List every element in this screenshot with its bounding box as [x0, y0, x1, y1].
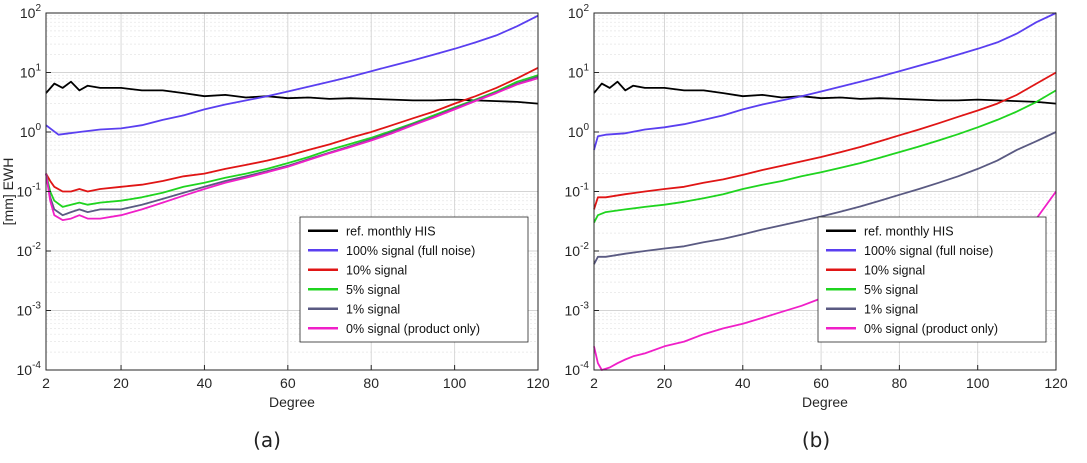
panel-b: 2 20 40 60 80 100 120 10-4 10-3 10-2 10-1 100 101 102…	[565, 3, 1068, 452]
panel-a-legend: ref. monthly HIS 100% signal (full noise)…	[299, 216, 529, 343]
panel-b-legend-entry: 10% signal	[864, 263, 925, 277]
panel-a-y-tick-label: 100	[20, 122, 42, 140]
panel-a-x-tick-label: 2	[42, 375, 50, 391]
panel-a-x-tick-label: 80	[363, 375, 379, 391]
panel-b-x-tick-label: 20	[657, 375, 673, 391]
panel-a-y-tick-label: 10-3	[17, 301, 42, 319]
panel-a-x-axis-label: Degree	[269, 394, 315, 410]
panel-b-x-tick-label: 40	[735, 375, 751, 391]
panel-a-x-tick-label: 40	[197, 375, 213, 391]
panel-a-y-tick-label: 10-4	[17, 360, 42, 378]
panel-b-x-tick-label: 80	[892, 375, 908, 391]
panel-b-y-tick-label: 102	[568, 3, 590, 21]
panel-a-y-tick-label: 10-2	[17, 241, 42, 259]
panel-a-x-tick-label: 120	[526, 375, 550, 391]
panel-b-legend-entry: 1% signal	[864, 302, 918, 316]
panel-b-x-tick-label: 100	[966, 375, 990, 391]
panel-b-y-tick-label: 10-3	[565, 301, 590, 319]
panel-b-series-line-3	[593, 89, 1057, 224]
panel-a-series-line-2	[45, 66, 539, 193]
panel-b-legend-entry: 0% signal (product only)	[864, 322, 998, 336]
panel-a-x-tick-label: 100	[443, 375, 467, 391]
panel-b-legend: ref. monthly HIS 100% signal (full noise)…	[817, 216, 1047, 343]
panel-a-legend-entry: 1% signal	[346, 302, 400, 316]
panel-b-y-tick-label: 10-4	[565, 360, 590, 378]
panel-b-x-tick-label: 2	[590, 375, 598, 391]
panel-a-y-tick-label: 101	[20, 63, 42, 81]
panel-a-grid	[45, 12, 539, 371]
panel-a-series-line-3	[45, 74, 539, 208]
panel-b-x-tick-label: 120	[1044, 375, 1068, 391]
panel-a-x-tick-label: 60	[280, 375, 296, 391]
panel-a-legend-entry: 0% signal (product only)	[346, 322, 480, 336]
panel-b-series-line-1	[593, 12, 1057, 151]
panel-a-legend-entry: 10% signal	[346, 263, 407, 277]
panel-b-series-line-2	[593, 71, 1057, 210]
panel-b-legend-entry: 5% signal	[864, 283, 918, 297]
panel-a-label: (a)	[253, 428, 281, 452]
panel-a-y-tick-label: 10-1	[17, 182, 42, 200]
panel-a-x-tick-label: 20	[113, 375, 129, 391]
panel-a: 2 20 40 60 80 100 120 10-4 10-3 10-2 10-1 100 101 102…	[0, 3, 550, 452]
panel-b-legend-entry: 100% signal (full noise)	[864, 244, 993, 258]
panel-b-series-line-4	[593, 131, 1057, 265]
panel-b-y-tick-label: 10-1	[565, 182, 590, 200]
panel-b-x-tick-label: 60	[813, 375, 829, 391]
panel-a-y-tick-label: 102	[20, 3, 42, 21]
panel-b-x-axis-label: Degree	[802, 394, 848, 410]
panel-b-label: (b)	[802, 428, 830, 452]
panel-a-y-axis-label: [mm] EWH	[0, 158, 16, 226]
panel-a-series-line-5	[45, 77, 539, 222]
panel-b-series-line-0	[593, 80, 1057, 105]
panel-b-y-tick-label: 10-2	[565, 241, 590, 259]
panel-b-legend-box	[817, 216, 1047, 343]
panel-a-legend-entry: ref. monthly HIS	[346, 224, 436, 238]
panel-a-legend-entry: 100% signal (full noise)	[346, 244, 475, 258]
panel-a-series-line-0	[45, 80, 539, 105]
panel-a-legend-box	[299, 216, 529, 343]
panel-b-y-tick-label: 100	[568, 122, 590, 140]
panel-b-legend-entry: ref. monthly HIS	[864, 224, 954, 238]
panel-a-legend-entry: 5% signal	[346, 283, 400, 297]
panel-b-y-tick-label: 101	[568, 63, 590, 81]
panel-a-series-line-1	[45, 14, 539, 136]
